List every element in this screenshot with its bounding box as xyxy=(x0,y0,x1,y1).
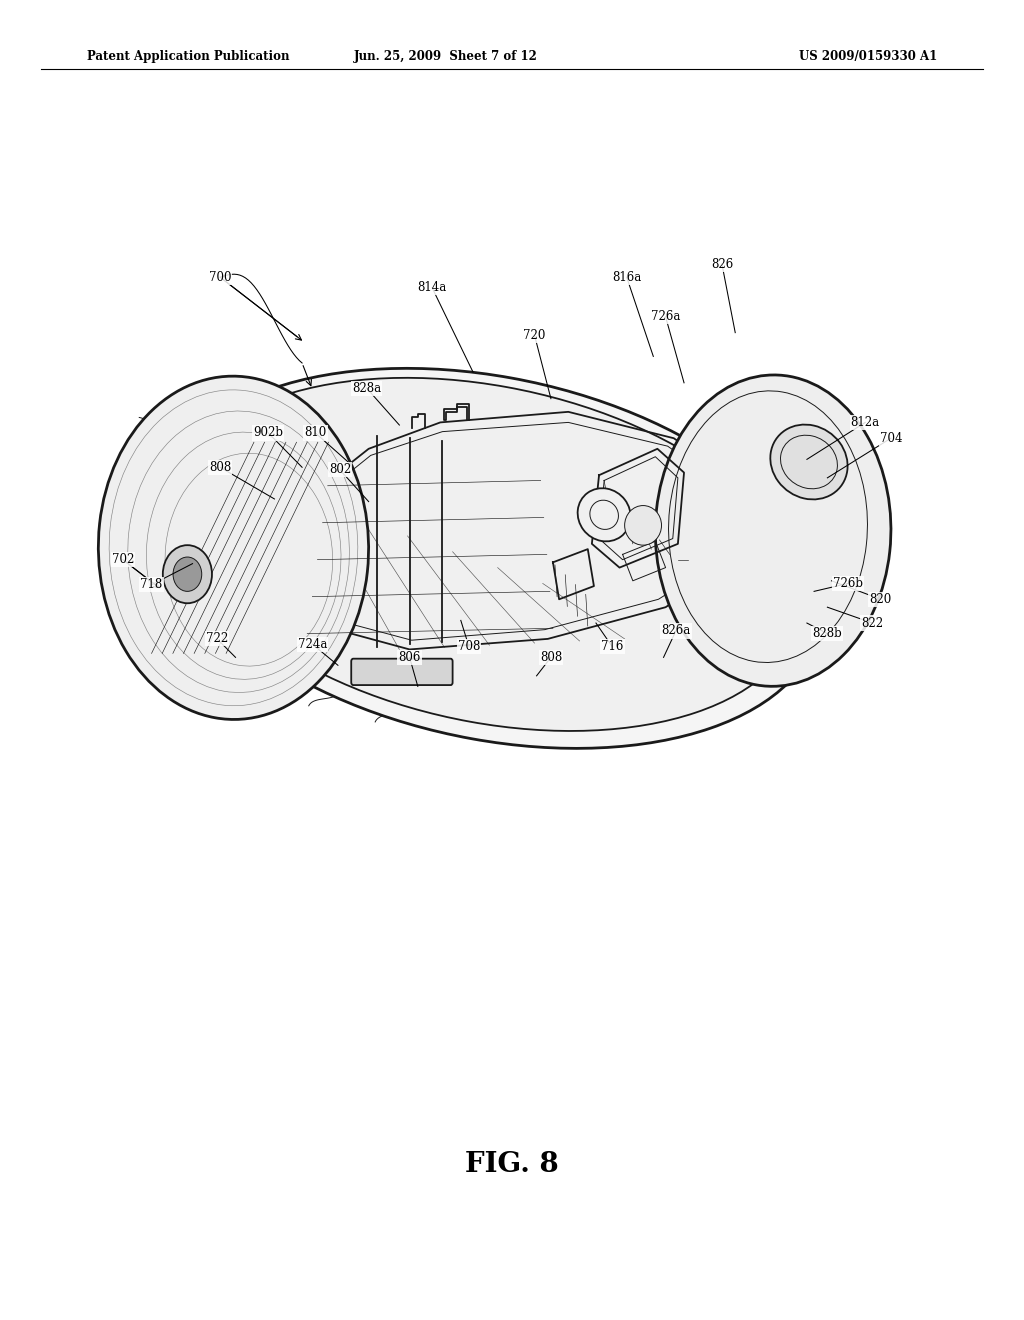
Text: 726b: 726b xyxy=(833,577,863,590)
Ellipse shape xyxy=(162,368,821,748)
Text: 822: 822 xyxy=(861,616,884,630)
Text: 726a: 726a xyxy=(651,310,680,323)
Ellipse shape xyxy=(578,488,631,541)
Ellipse shape xyxy=(625,506,662,545)
Ellipse shape xyxy=(770,425,848,499)
Ellipse shape xyxy=(173,557,202,591)
Text: 808: 808 xyxy=(540,651,562,664)
Text: 810: 810 xyxy=(304,426,327,440)
Text: 806: 806 xyxy=(398,651,421,664)
Ellipse shape xyxy=(176,378,801,731)
Text: 724a: 724a xyxy=(298,638,327,651)
Text: 812a: 812a xyxy=(851,416,880,429)
Text: 708: 708 xyxy=(458,640,480,653)
Ellipse shape xyxy=(655,375,891,686)
Text: 816a: 816a xyxy=(612,271,641,284)
Text: 702: 702 xyxy=(112,553,134,566)
Text: 826: 826 xyxy=(711,257,733,271)
Text: 814a: 814a xyxy=(418,281,446,294)
FancyBboxPatch shape xyxy=(351,659,453,685)
Text: 820: 820 xyxy=(869,593,892,606)
Text: 902b: 902b xyxy=(253,426,284,440)
Text: Jun. 25, 2009  Sheet 7 of 12: Jun. 25, 2009 Sheet 7 of 12 xyxy=(353,50,538,63)
Text: 802: 802 xyxy=(329,463,351,477)
Text: 828a: 828a xyxy=(352,381,381,395)
Text: 718: 718 xyxy=(140,578,163,591)
Text: 704: 704 xyxy=(880,432,902,445)
Ellipse shape xyxy=(98,376,369,719)
Text: US 2009/0159330 A1: US 2009/0159330 A1 xyxy=(799,50,937,63)
Text: 720: 720 xyxy=(523,329,546,342)
Text: 700: 700 xyxy=(209,271,231,284)
Text: 722: 722 xyxy=(206,632,228,645)
Text: FIG. 8: FIG. 8 xyxy=(465,1151,559,1177)
Ellipse shape xyxy=(163,545,212,603)
Text: 826a: 826a xyxy=(662,624,690,638)
Text: 828b: 828b xyxy=(812,627,843,640)
Text: Patent Application Publication: Patent Application Publication xyxy=(87,50,290,63)
Text: 808: 808 xyxy=(209,461,231,474)
Text: 716: 716 xyxy=(601,640,624,653)
